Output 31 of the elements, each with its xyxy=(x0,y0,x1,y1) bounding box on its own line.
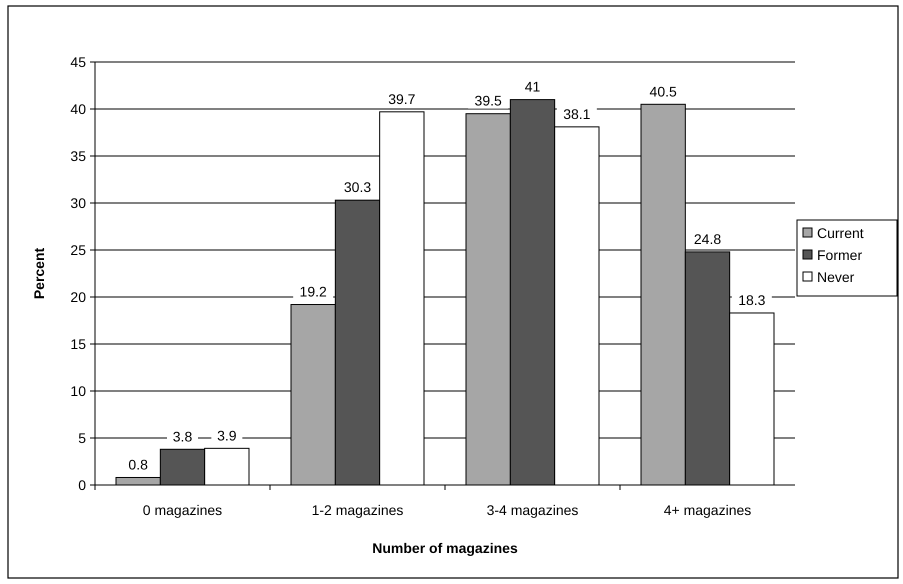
y-tick-label: 45 xyxy=(70,54,86,70)
data-label: 18.3 xyxy=(738,292,766,308)
data-label: 19.2 xyxy=(300,284,328,300)
legend-label: Current xyxy=(817,225,864,241)
data-label: 30.3 xyxy=(344,179,372,196)
y-tick-label: 20 xyxy=(70,289,86,305)
x-tick-label: 1-2 magazines xyxy=(312,502,404,518)
y-tick-label: 25 xyxy=(70,242,86,258)
x-tick-label: 3-4 magazines xyxy=(486,502,578,518)
x-tick-label: 0 magazines xyxy=(142,502,222,518)
y-tick-label: 40 xyxy=(70,101,86,117)
y-tick-label: 30 xyxy=(70,195,86,211)
legend-label: Former xyxy=(817,247,862,263)
data-label: 0.8 xyxy=(128,456,148,472)
y-tick-label: 10 xyxy=(70,383,86,399)
data-label: 3.8 xyxy=(172,428,192,444)
data-label: 3.9 xyxy=(217,427,237,444)
data-label: 40.5 xyxy=(650,83,678,100)
data-label: 24.8 xyxy=(694,230,722,247)
legend-label: Never xyxy=(817,269,855,285)
data-label: 38.1 xyxy=(563,106,591,122)
data-label: 39.5 xyxy=(474,92,502,109)
y-tick-label: 5 xyxy=(78,430,86,446)
y-tick-label: 15 xyxy=(70,336,86,352)
y-tick-label: 35 xyxy=(70,148,86,164)
x-axis-title: Number of magazines xyxy=(372,540,518,556)
data-label: 41 xyxy=(524,78,540,95)
data-label: 39.7 xyxy=(388,90,416,107)
x-tick-label: 4+ magazines xyxy=(664,502,752,518)
y-axis-title: Percent xyxy=(31,247,47,300)
y-tick-label: 0 xyxy=(78,477,86,493)
